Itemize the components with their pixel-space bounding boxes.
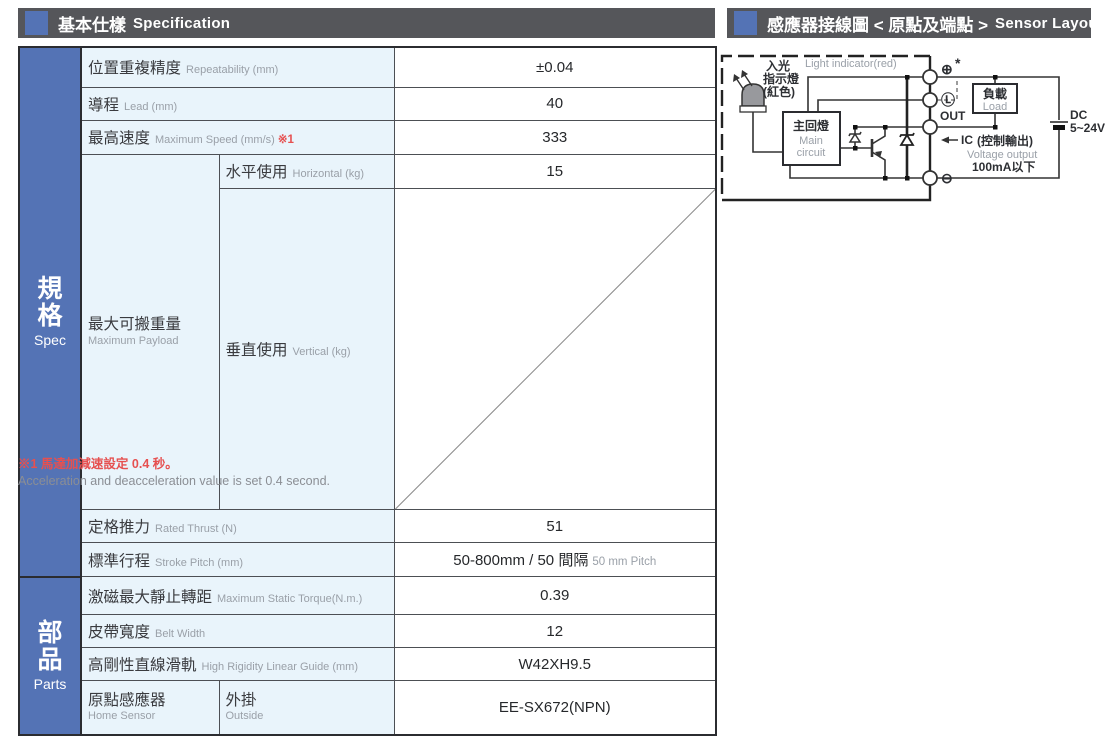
footnotes: ※1 馬達加減速設定 0.4 秒。 Acceleration and deacc… — [18, 456, 330, 490]
row-label-static-torque: 激磁最大靜止轉距 Maximum Static Torque(N.m.) — [80, 576, 395, 615]
row-label-repeatability: 位置重複精度 Repeatability (mm) — [80, 46, 395, 88]
spec-header-title-en: Specification — [133, 14, 231, 32]
header-accent-square — [25, 11, 48, 35]
voltage-output-label-en: Voltage output — [967, 149, 1037, 161]
light-in-label-1: 入光 — [766, 58, 790, 73]
sensor-layout-header: 感應器接線圖 < 原點及端點 > Sensor Layout — [727, 8, 1103, 38]
junction-dots — [853, 75, 998, 181]
load-label-zh: 負載 — [983, 86, 1007, 101]
row-label-max-speed: 最高速度 Maximum Speed (mm/s) ※1 — [80, 119, 395, 155]
main-circuit-box — [782, 111, 841, 166]
spec-section-header: 基本仕樣 Specification — [18, 8, 715, 38]
table-row: 垂直使用 Vertical (kg) — [19, 187, 717, 510]
table-row: 導程 Lead (mm) 40 — [19, 86, 717, 121]
light-ray-arrows — [733, 70, 753, 91]
specification-table: 規格 Spec 位置重複精度 Repeatability (mm) ±0.04 導… — [18, 46, 718, 736]
sensor-wiring-diagram: 主回燈 Main circuit Light indicator(red) 入光… — [720, 54, 1105, 202]
table-row: 標準行程 Stroke Pitch (mm) 50-800mm / 50 間隔 50… — [19, 542, 717, 577]
terminal-plus-asterisk: * — [955, 55, 961, 71]
terminal-l — [922, 92, 938, 108]
row-label-rated-thrust: 定格推力 Rated Thrust (N) — [80, 509, 395, 543]
terminal-plus — [922, 69, 938, 85]
footnote-ref: ※1 — [277, 134, 294, 146]
row-label-horizontal: 水平使用 Horizontal (kg) — [218, 153, 395, 189]
row-value-stroke-pitch: 50-800mm / 50 間隔 50 mm Pitch — [393, 542, 717, 577]
footnote-zh: ※1 馬達加減速設定 0.4 秒。 — [18, 457, 178, 471]
row-label-lead: 導程 Lead (mm) — [80, 86, 395, 121]
table-row: 規格 Spec 位置重複精度 Repeatability (mm) ±0.04 — [18, 46, 717, 578]
row-label-outside: 外掛 Outside — [218, 680, 395, 735]
row-value-rated-thrust: 51 — [393, 509, 717, 543]
terminal-minus-symbol: ⊖ — [941, 170, 953, 186]
dc-range-label: 5~24V — [1070, 121, 1105, 135]
main-circuit-label-en1: Main — [799, 135, 823, 147]
terminal-minus — [922, 170, 938, 186]
row-value-horizontal: 15 — [393, 153, 717, 189]
header-accent-square — [734, 11, 757, 35]
row-label-stroke-pitch: 標準行程 Stroke Pitch (mm) — [80, 542, 395, 577]
sidebar-parts-en: Parts — [33, 675, 67, 692]
footnote-en: Acceleration and deacceleration value is… — [18, 473, 330, 488]
zener-diode-icon — [899, 132, 915, 146]
sensor-box-dashed-edge — [720, 54, 930, 200]
load-box — [972, 83, 1018, 114]
dc-source-icon — [1050, 121, 1068, 130]
sensor-header-title-en: Sensor Layout — [995, 14, 1104, 32]
led-indicator-icon — [739, 83, 767, 113]
row-value-belt-width: 12 — [393, 614, 717, 648]
row-label-vertical: 垂直使用 Vertical (kg) — [218, 187, 395, 510]
not-applicable-diagonal — [395, 189, 716, 510]
light-indicator-label-en: Light indicator(red) — [805, 58, 897, 70]
light-in-label-3: (紅色) — [763, 84, 795, 99]
terminal-out-label: OUT — [940, 109, 966, 123]
control-output-label-zh: (控制輸出) — [977, 133, 1033, 148]
row-value-repeatability: ±0.04 — [393, 46, 717, 88]
sidebar-parts: 部品 Parts — [18, 575, 82, 736]
sensor-header-title-zh: 感應器接線圖 < 原點及端點 > — [767, 15, 989, 35]
sidebar-spec-en: Spec — [34, 331, 66, 348]
row-label-belt-width: 皮帶寬度 Belt Width — [80, 614, 395, 648]
row-value-static-torque: 0.39 — [393, 576, 717, 615]
ic-output-annotation: IC (控制輸出) Voltage output 100mA以下 — [941, 133, 1037, 174]
main-circuit-label-zh: 主回燈 — [793, 118, 830, 133]
transistor-symbol — [870, 127, 886, 178]
spec-header-title-zh: 基本仕樣 — [58, 15, 126, 35]
row-value-home-sensor: EE-SX672(NPN) — [393, 680, 717, 735]
row-value-linear-guide: W42XH9.5 — [393, 647, 717, 681]
zener-diode-icon — [848, 127, 862, 148]
sidebar-spec: 規格 Spec — [18, 46, 82, 578]
row-label-max-payload: 最大可搬重量 Maximum Payload — [80, 153, 220, 510]
load-label-en: Load — [983, 101, 1007, 113]
table-row: 皮帶寬度 Belt Width 12 — [19, 614, 717, 648]
sidebar-spec-zh: 規格 — [37, 274, 63, 331]
table-row: 最大可搬重量 Maximum Payload 水平使用 Horizontal (k… — [19, 153, 717, 510]
row-label-linear-guide: 高剛性直線滑軌 High Rigidity Linear Guide (mm) — [80, 647, 395, 681]
internal-wires — [752, 76, 923, 179]
sidebar-parts-zh: 部品 — [37, 618, 63, 674]
external-wires — [937, 76, 1060, 179]
light-in-label-2: 指示燈 — [763, 71, 800, 86]
ic-label: IC — [961, 133, 973, 147]
terminal-l-symbol: Ⓛ — [941, 92, 955, 108]
row-value-vertical-na — [393, 187, 717, 510]
table-row: 定格推力 Rated Thrust (N) 51 — [19, 509, 717, 543]
row-value-lead: 40 — [393, 86, 717, 121]
table-row: 最高速度 Maximum Speed (mm/s) ※1 333 — [19, 119, 717, 155]
terminals — [922, 69, 938, 186]
main-circuit-label-en2: circuit — [797, 147, 826, 159]
table-row: 部品 Parts 激磁最大靜止轉距 Maximum Static Torque(N… — [18, 575, 717, 736]
terminal-out — [922, 119, 938, 135]
table-row: 高剛性直線滑軌 High Rigidity Linear Guide (mm) W… — [19, 647, 717, 681]
dc-label: DC — [1070, 108, 1088, 122]
table-row: 原點感應器 Home Sensor 外掛 Outside EE-SX672(NP… — [19, 680, 717, 735]
terminal-plus-symbol: ⊕ — [941, 61, 953, 77]
row-value-max-speed: 333 — [393, 119, 717, 155]
row-label-home-sensor: 原點感應器 Home Sensor — [80, 680, 220, 735]
current-limit-label: 100mA以下 — [972, 160, 1035, 174]
